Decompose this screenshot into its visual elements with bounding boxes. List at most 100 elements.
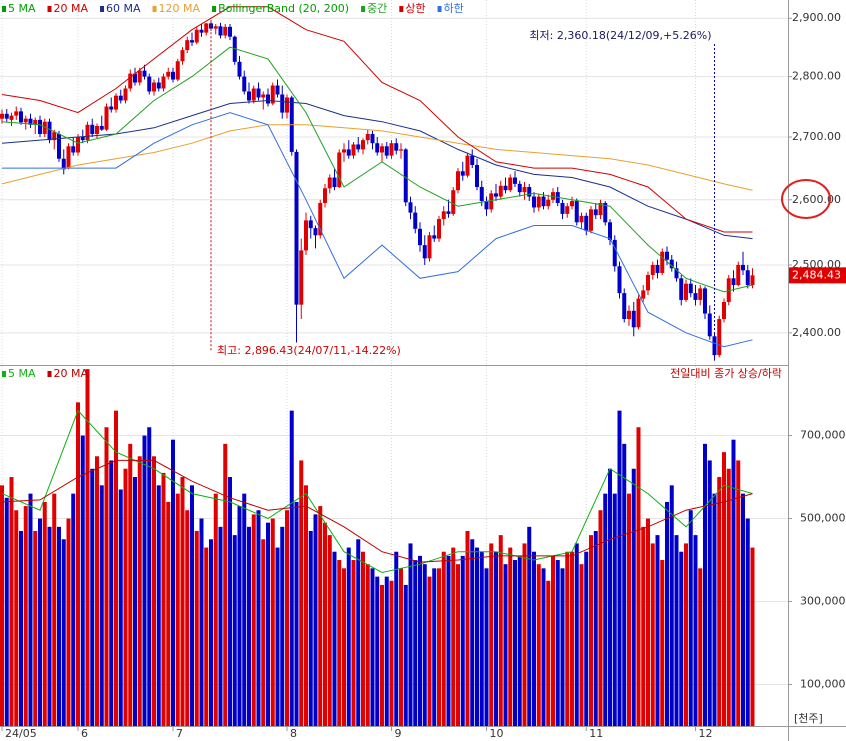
candle-body	[342, 149, 346, 153]
volume-bar	[118, 489, 123, 726]
candle-body	[745, 270, 750, 286]
volume-bar	[413, 560, 418, 726]
volume-bar	[565, 551, 570, 726]
candle-body	[365, 133, 370, 141]
legend-label: 상한	[405, 2, 425, 15]
volume-bar	[475, 547, 479, 726]
candle-body	[228, 26, 232, 37]
y-tick-label: 2,400.00	[792, 326, 841, 339]
candle-body	[489, 193, 494, 210]
legend-marker	[100, 6, 105, 12]
volume-bar	[451, 547, 456, 726]
candle-body	[332, 177, 337, 188]
candle-body	[674, 268, 679, 279]
volume-bar	[399, 568, 403, 726]
legend-marker	[399, 6, 404, 12]
volume-bar	[579, 564, 584, 726]
x-tick-label: 24/05	[5, 727, 37, 740]
candle-body	[446, 211, 451, 214]
volume-bar	[223, 443, 228, 726]
candle-body	[669, 259, 674, 269]
candle-body	[636, 298, 641, 328]
volume-ma-line	[1, 409, 753, 574]
candle-body	[422, 245, 427, 259]
volume-bar	[456, 564, 460, 726]
candle-body	[171, 71, 175, 80]
y-tick-label: 100,000	[800, 678, 846, 691]
volume-bar	[33, 530, 38, 726]
legend-marker	[212, 6, 217, 12]
volume-bar	[232, 535, 237, 726]
candle-body	[47, 121, 52, 141]
volume-bar	[323, 522, 327, 726]
volume-bar	[209, 539, 213, 726]
candle-body	[180, 50, 185, 62]
candle-body	[707, 313, 712, 337]
candle-body	[118, 95, 123, 101]
y-tick-label: 700,000	[800, 429, 846, 442]
volume-bar	[508, 547, 513, 726]
candle-body	[327, 177, 332, 189]
candle-body	[137, 70, 142, 83]
candle-body	[104, 106, 109, 130]
candle-body	[0, 113, 4, 119]
volume-bar	[85, 369, 90, 726]
volume-bar	[745, 518, 750, 726]
candle-body	[313, 228, 318, 236]
volume-bar	[123, 468, 128, 726]
volume-bar	[617, 410, 622, 726]
candle-body	[479, 187, 484, 202]
volume-bar	[608, 468, 612, 726]
candle-body	[570, 201, 574, 207]
candle-body	[199, 29, 204, 33]
candle-body	[285, 97, 289, 113]
volume-bar	[603, 493, 608, 726]
candle-body	[213, 26, 218, 29]
candle-body	[655, 264, 660, 273]
candle-body	[399, 149, 403, 151]
volume-bar	[80, 435, 85, 726]
volume-bar	[294, 501, 299, 726]
volume-unit: [천주]	[794, 711, 823, 725]
volume-bar	[194, 530, 199, 726]
volume-bar	[71, 493, 76, 726]
volume-bar	[703, 443, 707, 726]
candle-body	[498, 185, 503, 197]
volume-bar	[166, 501, 171, 726]
volume-bar	[589, 535, 593, 726]
last-price-label: 2,484.43	[792, 268, 841, 281]
candle-body	[85, 124, 90, 141]
volume-bar	[237, 506, 242, 726]
candle-body	[275, 85, 280, 95]
candle-body	[741, 264, 745, 271]
candle-body	[247, 91, 251, 101]
candle-body	[731, 278, 736, 286]
candle-body	[71, 146, 76, 153]
volume-bar	[446, 555, 451, 726]
volume-bar	[147, 427, 152, 726]
candle-body	[622, 293, 627, 320]
candle-body	[698, 288, 703, 300]
volume-bar	[218, 526, 223, 726]
volume-bar	[570, 551, 574, 726]
labels: 5 MA 20 MA 60 MA 120 MA BollingerBand (20, 2…	[2, 1, 782, 380]
volume-bar	[137, 456, 142, 726]
volume-bar	[750, 547, 755, 726]
candle-body	[190, 40, 194, 43]
y-tick-label: 2,900.00	[792, 11, 841, 24]
x-tick-label: 11	[589, 727, 603, 740]
candle-body	[61, 158, 66, 170]
volume-bar	[142, 435, 147, 726]
volume-bar	[152, 456, 156, 726]
candle-body	[508, 177, 513, 191]
candle-body	[650, 264, 655, 275]
volume-bar	[175, 493, 180, 726]
candle-body	[4, 113, 9, 119]
volume-bar	[460, 555, 465, 726]
volume-bar	[61, 539, 66, 726]
volume-bar	[313, 514, 318, 726]
volume-bar	[479, 551, 484, 726]
volume-bar	[669, 485, 674, 726]
volume-bar	[109, 460, 114, 726]
